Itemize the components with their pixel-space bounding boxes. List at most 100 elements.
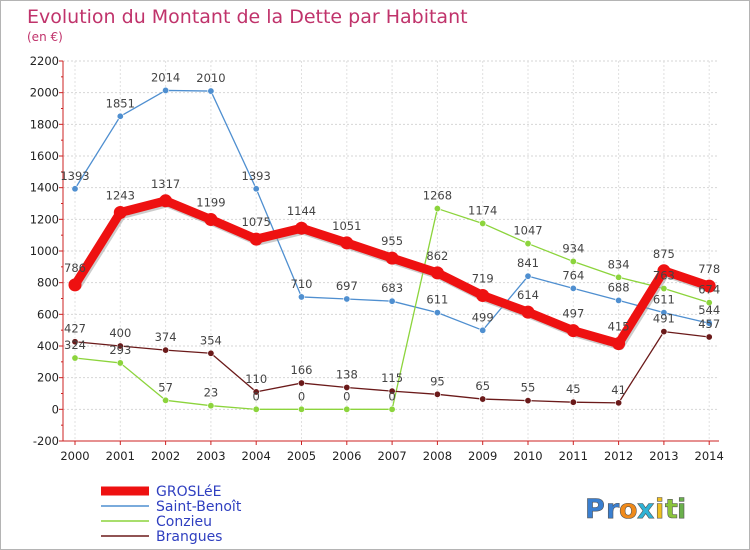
x-tick-label: 2009	[468, 449, 497, 463]
point-brangues	[297, 379, 305, 387]
chart-subtitle: (en €)	[27, 30, 63, 44]
data-label-conzieu: 0	[343, 389, 350, 403]
point-brangues	[252, 388, 260, 396]
point-saint-beno-t	[116, 112, 124, 120]
data-label-brangues: 400	[109, 326, 131, 340]
data-label-grosl-e: 415	[608, 320, 630, 334]
point-conzieu	[524, 240, 532, 248]
data-label-saint-beno-t: 764	[562, 268, 584, 282]
data-label-grosl-e: 786	[64, 261, 86, 275]
data-label-grosl-e: 778	[698, 262, 720, 276]
data-label-saint-beno-t: 2010	[196, 71, 225, 85]
point-conzieu	[297, 405, 305, 413]
y-tick-label: 2200	[30, 54, 59, 68]
y-tick-label: -200	[33, 434, 59, 448]
y-tick-label: 400	[37, 339, 59, 353]
data-label-grosl-e: 497	[562, 307, 584, 321]
y-tick-label: 2000	[30, 86, 59, 100]
data-label-conzieu: 763	[653, 269, 675, 283]
x-tick-label: 2008	[423, 449, 452, 463]
y-tick-label: 1800	[30, 117, 59, 131]
data-label-brangues: 95	[430, 374, 445, 388]
x-tick-label: 2010	[513, 449, 542, 463]
point-saint-beno-t	[297, 293, 305, 301]
logo-letter: t	[665, 494, 678, 525]
point-brangues	[524, 397, 532, 405]
legend-label: Saint-Benoît	[156, 499, 242, 515]
data-label-conzieu: 1268	[423, 189, 452, 203]
point-saint-beno-t	[162, 86, 170, 94]
point-brangues	[388, 387, 396, 395]
point-saint-beno-t	[524, 272, 532, 280]
point-grosl-e	[385, 251, 399, 265]
data-label-saint-beno-t: 1851	[106, 96, 135, 110]
data-label-saint-beno-t: 499	[472, 310, 494, 324]
point-grosl-e	[476, 288, 490, 302]
point-brangues	[479, 395, 487, 403]
logo-letter: r	[606, 494, 620, 525]
y-tick-label: 1400	[30, 181, 59, 195]
point-conzieu	[433, 205, 441, 213]
data-label-grosl-e: 1144	[287, 204, 316, 218]
data-label-saint-beno-t: 697	[336, 279, 358, 293]
data-label-saint-beno-t: 710	[291, 277, 313, 291]
point-saint-beno-t	[569, 284, 577, 292]
x-tick-label: 2001	[106, 449, 135, 463]
y-tick-label: 1000	[30, 244, 59, 258]
legend-label: GROSLéE	[156, 484, 222, 500]
point-saint-beno-t	[433, 309, 441, 317]
point-conzieu	[343, 405, 351, 413]
data-label-conzieu: 324	[64, 338, 86, 352]
data-label-grosl-e: 862	[426, 249, 448, 263]
x-tick-label: 2014	[695, 449, 724, 463]
point-brangues	[71, 338, 79, 346]
point-saint-beno-t	[615, 296, 623, 304]
legend-label: Conzieu	[156, 514, 212, 530]
point-brangues	[569, 398, 577, 406]
data-label-conzieu: 834	[608, 257, 630, 271]
x-tick-label: 2003	[196, 449, 225, 463]
data-label-grosl-e: 1051	[332, 219, 361, 233]
point-grosl-e	[249, 232, 263, 246]
x-tick-label: 2013	[649, 449, 678, 463]
point-grosl-e	[612, 337, 626, 351]
data-label-grosl-e: 875	[653, 247, 675, 261]
point-conzieu	[388, 405, 396, 413]
data-label-conzieu: 1174	[468, 203, 497, 217]
point-conzieu	[162, 396, 170, 404]
data-label-brangues: 166	[291, 363, 313, 377]
x-tick-label: 2012	[604, 449, 633, 463]
x-tick-label: 2000	[60, 449, 89, 463]
data-label-conzieu: 0	[298, 389, 305, 403]
point-saint-beno-t	[388, 297, 396, 305]
point-grosl-e	[340, 236, 354, 250]
data-labels: 1393 1851 2014 2010 1393 710 697 683 611 499 841 76…	[60, 70, 720, 403]
point-grosl-e	[566, 324, 580, 338]
chart-title: Evolution du Montant de la Dette par Hab…	[27, 6, 468, 28]
logo-letter: x	[637, 494, 654, 525]
data-label-saint-beno-t: 841	[517, 256, 539, 270]
point-conzieu	[252, 405, 260, 413]
point-saint-beno-t	[660, 309, 668, 317]
data-label-saint-beno-t: 611	[653, 293, 675, 307]
data-label-conzieu: 0	[253, 389, 260, 403]
data-label-brangues: 41	[611, 383, 626, 397]
data-label-saint-beno-t: 1393	[242, 169, 271, 183]
data-label-grosl-e: 955	[381, 234, 403, 248]
data-label-brangues: 374	[155, 330, 177, 344]
data-label-brangues: 115	[381, 371, 403, 385]
point-saint-beno-t	[343, 295, 351, 303]
data-label-conzieu: 57	[158, 380, 173, 394]
data-label-grosl-e: 1243	[106, 189, 135, 203]
point-grosl-e	[702, 279, 716, 293]
y-tick-label: 0	[52, 402, 59, 416]
point-brangues	[343, 383, 351, 391]
point-brangues	[116, 342, 124, 350]
data-label-grosl-e: 614	[517, 288, 539, 302]
grid-lines	[63, 60, 719, 442]
point-grosl-e	[657, 264, 671, 278]
y-tick-label: 200	[37, 371, 59, 385]
point-conzieu	[705, 299, 713, 307]
data-label-brangues: 110	[245, 372, 267, 386]
